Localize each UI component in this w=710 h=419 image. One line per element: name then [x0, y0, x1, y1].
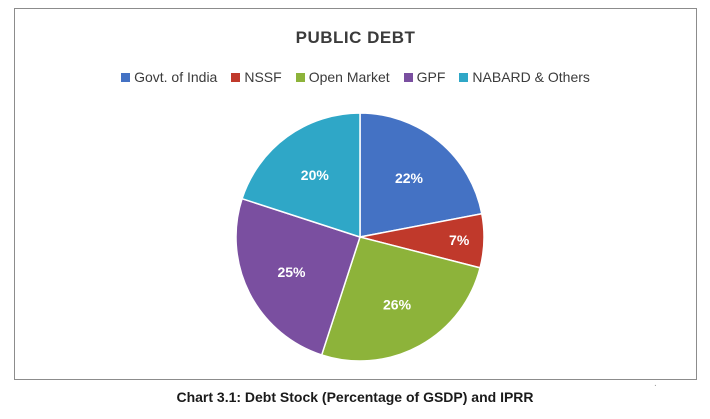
corner-mark: . — [654, 378, 657, 389]
slice-value-label: 22% — [395, 170, 424, 186]
legend-swatch — [231, 72, 241, 82]
chart-caption: Chart 3.1: Debt Stock (Percentage of GSD… — [176, 389, 534, 405]
legend-item: NSSF — [231, 69, 282, 85]
legend-item: GPF — [403, 69, 446, 85]
chart-legend: Govt. of India NSSF Open Market GPF NABARD &… — [15, 69, 696, 85]
legend-item: Govt. of India — [121, 69, 217, 85]
chart-title: PUBLIC DEBT — [295, 28, 416, 47]
slice-value-label: 26% — [383, 296, 412, 312]
chart-frame: PUBLIC DEBT Govt. of India NSSF Open Marke… — [14, 8, 697, 380]
legend-swatch — [295, 72, 305, 82]
legend-label: NSSF — [244, 69, 282, 85]
pie-slice — [235, 197, 361, 356]
legend-label: GPF — [416, 69, 446, 85]
slice-value-label: 25% — [277, 264, 306, 280]
pie-slice — [241, 112, 361, 239]
legend-swatch — [403, 72, 413, 82]
legend-label: NABARD & Others — [472, 69, 590, 85]
slice-value-label: 20% — [301, 167, 330, 183]
legend-label: Open Market — [308, 69, 390, 85]
legend-swatch — [121, 72, 131, 82]
legend-label: Govt. of India — [134, 69, 218, 85]
pie-chart: 22% 7% 26% 25% 20% — [235, 112, 485, 362]
pie-slice — [320, 236, 482, 362]
legend-item: Open Market — [295, 69, 390, 85]
slice-value-label: 7% — [449, 232, 470, 248]
legend-item: NABARD & Others — [459, 69, 590, 85]
legend-swatch — [459, 72, 469, 82]
pie-slice — [359, 112, 483, 238]
